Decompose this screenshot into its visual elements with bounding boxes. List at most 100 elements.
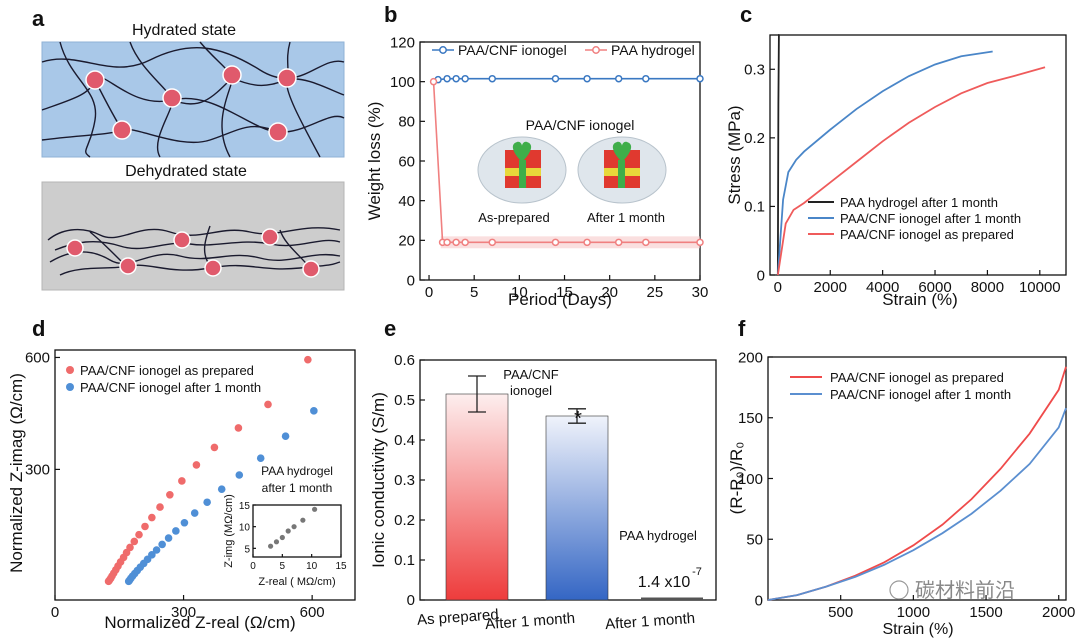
data-point (190, 509, 199, 517)
data-point (235, 471, 244, 479)
panel-b-series (429, 74, 704, 249)
x-tick-label: 2000 (1042, 604, 1075, 621)
legend-marker (66, 366, 74, 374)
legend-label: PAA/CNF ionogel (458, 42, 567, 58)
y-tick-label: 60 (398, 153, 415, 170)
data-point (158, 540, 166, 549)
category-label: As prepared (416, 606, 499, 629)
panel-d-series (104, 355, 318, 586)
photo-inset-title: PAA/CNF ionogel (526, 117, 635, 133)
panel-d-legend: PAA/CNF ionogel as prepared PAA/CNF ionog… (66, 363, 261, 395)
y-tick-label: 100 (390, 74, 415, 91)
data-point (551, 238, 560, 247)
x-tick-label: 500 (828, 604, 853, 621)
stress-strain-curve-2 (776, 66, 1046, 276)
panel-e-ticks: 0 0.1 0.2 0.3 0.4 0.5 0.6 (394, 352, 425, 609)
data-point (148, 513, 156, 522)
panel-c-legend: PAA hydrogel after 1 month PAA/CNF ionoge… (808, 195, 1021, 242)
inset-plot-frame (252, 504, 342, 558)
data-point (180, 518, 189, 527)
data-point (696, 238, 704, 247)
data-point (166, 490, 174, 499)
data-point (152, 546, 161, 554)
x-tick-label: 2000 (814, 279, 847, 296)
photo-as-prepared-stem (519, 160, 526, 188)
panel-f-x-axis-label: Strain (%) (882, 621, 953, 638)
legend-marker (439, 46, 447, 54)
y-tick-label: 0.5 (394, 392, 415, 409)
panel-d-letter: d (32, 316, 45, 341)
x-tick-label: 0 (51, 604, 59, 621)
panel-b-x-axis-label: Period (Days) (508, 290, 612, 309)
inset-y-tick-label: 15 (239, 501, 251, 512)
x-tick-label: 1000 (897, 604, 930, 621)
x-tick-label: 0 (774, 279, 782, 296)
data-point (192, 461, 201, 469)
photo-label-after-month: After 1 month (587, 210, 665, 225)
y-tick-label: 300 (25, 462, 50, 479)
y-tick-label: 40 (398, 193, 415, 210)
data-point (164, 534, 173, 542)
panel-c-series (776, 34, 1046, 276)
inset-data-point (268, 543, 274, 549)
legend-label: PAA/CNF ionogel as prepared (80, 363, 254, 378)
data-point (256, 454, 265, 463)
data-point (443, 238, 451, 247)
data-point (488, 74, 497, 83)
inset-y-tick-label: 5 (244, 544, 250, 555)
x-tick-label: 300 (171, 604, 196, 621)
watermark: 碳材料前沿 (889, 579, 1015, 602)
data-point (642, 74, 650, 83)
y-tick-label: 0 (755, 592, 763, 609)
x-tick-label: 15 (556, 284, 573, 301)
x-tick-label: 8000 (971, 279, 1004, 296)
data-point (310, 407, 318, 415)
legend-label: PAA hydrogel after 1 month (840, 195, 998, 210)
panel-f-ticks: 500 1000 1500 2000 0 50 100 150 200 (738, 349, 1075, 621)
inset-x-tick-label: 10 (306, 561, 318, 572)
data-point (642, 238, 650, 247)
series-line-ionogel (437, 77, 700, 81)
panel-a: a Hydrated state Dehydrated state (32, 6, 345, 291)
data-point (452, 238, 460, 247)
y-tick-label: 0.1 (394, 552, 415, 569)
x-tick-label: 10000 (1019, 279, 1061, 296)
panel-c-plot-frame (769, 34, 1067, 276)
panel-e-letter: e (384, 316, 396, 341)
panel-b-y-axis-label: Weight loss (%) (365, 102, 384, 221)
inset-data-point (300, 517, 306, 523)
panel-d-ticks: 0 300 600 300 600 (25, 350, 325, 621)
significance-asterisk: * (574, 408, 582, 430)
bar (445, 393, 509, 601)
x-tick-label: 0 (425, 284, 433, 301)
legend-marker (66, 383, 74, 391)
data-point (217, 485, 226, 493)
bar (545, 415, 609, 601)
stress-strain-curve-0 (776, 34, 780, 276)
x-tick-label: 10 (511, 284, 528, 301)
y-tick-label: 0.1 (744, 199, 765, 216)
x-tick-label: 600 (300, 604, 325, 621)
dehydrated-state-box (41, 181, 345, 291)
data-point (126, 543, 134, 552)
panel-e: e 0 0.1 0.2 0.3 0.4 0.5 0.6 Ionic conductivity… (369, 316, 717, 633)
inset-x-tick-label: 15 (335, 561, 347, 572)
legend-label: PAA/CNF ionogel after 1 month (80, 380, 261, 395)
legend-label: PAA/CNF ionogel as prepared (840, 227, 1014, 242)
y-tick-label: 150 (738, 410, 763, 427)
bar-label-ionogel-2: ionogel (510, 383, 552, 398)
data-point (429, 77, 438, 86)
inset-data-point (273, 539, 280, 545)
inset-y-tick-label: 10 (239, 523, 251, 534)
data-point (696, 74, 704, 83)
x-tick-label: 25 (646, 284, 663, 301)
data-point (234, 424, 243, 432)
inset-title-line2: after 1 month (262, 481, 333, 495)
panel-b: b 0 5 10 15 20 25 30 0 20 40 60 80 100 120 Period (Da… (365, 2, 708, 309)
dehydrated-network (47, 225, 341, 276)
data-point (281, 432, 290, 440)
x-tick-label: 1500 (969, 604, 1002, 621)
